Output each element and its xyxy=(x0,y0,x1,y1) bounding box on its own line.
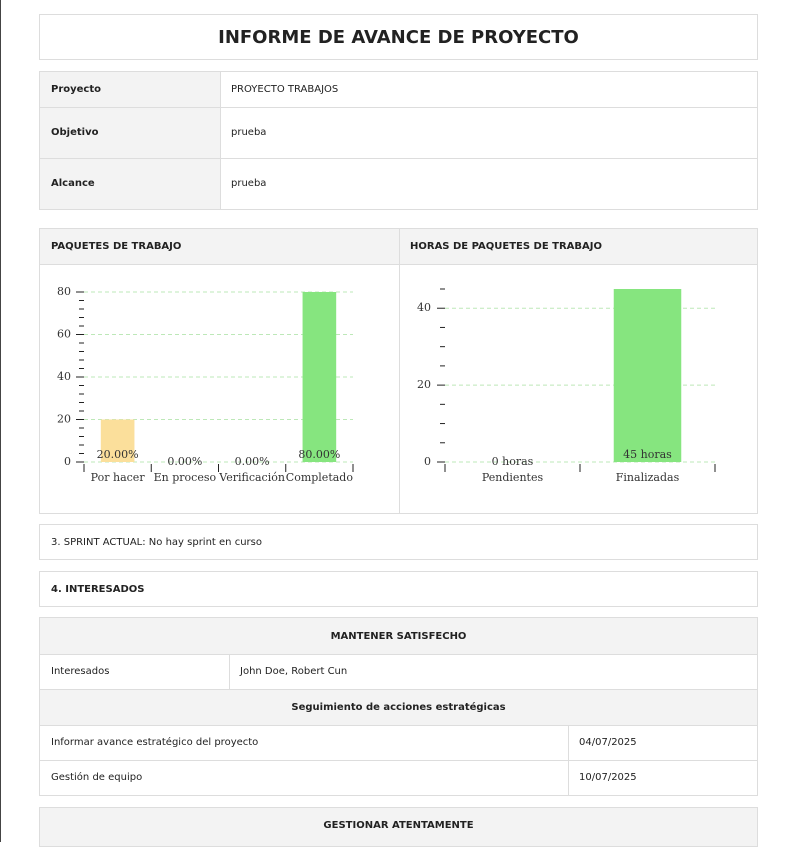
cell: PROYECTO TRABAJOS xyxy=(231,84,339,95)
x-tick-label: Pendientes xyxy=(482,471,544,484)
x-tick-label: En proceso xyxy=(154,471,217,484)
value-label: 45 horas xyxy=(623,448,672,461)
chart-title: HORAS DE PAQUETES DE TRABAJO xyxy=(399,229,757,264)
chart: 0 20 40 Pendientes Finalizadas 0 horas 45 hora… xyxy=(417,288,716,484)
cell: 10/07/2025 xyxy=(579,772,637,783)
x-tick-label: Completado xyxy=(286,471,354,484)
value-label: 0 horas xyxy=(492,455,534,468)
chart-title: PAQUETES DE TRABAJO xyxy=(40,229,399,264)
cell: Objetivo xyxy=(40,107,220,158)
stakeholders-header: 4. INTERESADOS xyxy=(39,571,758,607)
y-tick-label: 0 xyxy=(64,455,71,468)
bar xyxy=(613,289,682,462)
y-tick-label: 40 xyxy=(417,301,431,314)
cell: Informar avance estratégico del proyecto xyxy=(51,737,259,748)
y-tick-label: 60 xyxy=(57,328,71,341)
y-tick-label: 80 xyxy=(57,285,71,298)
cell: prueba xyxy=(231,178,267,189)
x-tick-label: Finalizadas xyxy=(616,471,680,484)
y-tick-label: 40 xyxy=(57,370,71,383)
group: MANTENER SATISFECHO Interesados John Doe… xyxy=(39,617,758,796)
sprint: 3. SPRINT ACTUAL: No hay sprint en curso xyxy=(39,524,758,560)
group-title: GESTIONAR ATENTAMENTE xyxy=(323,820,474,831)
project-table: Proyecto PROYECTO TRABAJOS Objetivo prue… xyxy=(39,71,758,210)
value-label: 80.00% xyxy=(298,448,340,461)
group: GESTIONAR ATENTAMENTE xyxy=(39,807,758,847)
header: INFORME DE AVANCE DE PROYECTO xyxy=(39,14,758,60)
value-label: 0.00% xyxy=(167,455,202,468)
sprint-text: 3. SPRINT ACTUAL: No hay sprint en curso xyxy=(51,536,262,548)
title: INFORME DE AVANCE DE PROYECTO xyxy=(218,26,579,48)
group-title: MANTENER SATISFECHO xyxy=(40,618,757,654)
y-tick-label: 0 xyxy=(424,455,431,468)
cell: Alcance xyxy=(40,158,220,209)
charts-panel: PAQUETES DE TRABAJO HORAS DE PAQUETES DE… xyxy=(39,228,758,514)
cell: Proyecto xyxy=(40,72,220,107)
bar xyxy=(100,419,135,462)
subheader: Seguimiento de acciones estratégicas xyxy=(40,689,757,725)
cell: Interesados xyxy=(51,666,110,677)
section-title: 4. INTERESADOS xyxy=(51,583,145,595)
value-label: 20.00% xyxy=(97,448,139,461)
x-tick-label: Por hacer xyxy=(91,471,146,484)
y-tick-label: 20 xyxy=(57,413,71,426)
value-label: 0.00% xyxy=(235,455,270,468)
cell: John Doe, Robert Cun xyxy=(240,666,348,677)
y-tick-label: 20 xyxy=(417,378,431,391)
x-tick-label: Verificación xyxy=(218,471,285,484)
chart: 0 20 40 60 80 Por hacer En proceso Verificación… xyxy=(57,285,354,484)
cell: Gestión de equipo xyxy=(51,772,143,783)
cell: prueba xyxy=(231,127,267,138)
bar xyxy=(302,292,337,462)
cell: 04/07/2025 xyxy=(579,737,637,748)
